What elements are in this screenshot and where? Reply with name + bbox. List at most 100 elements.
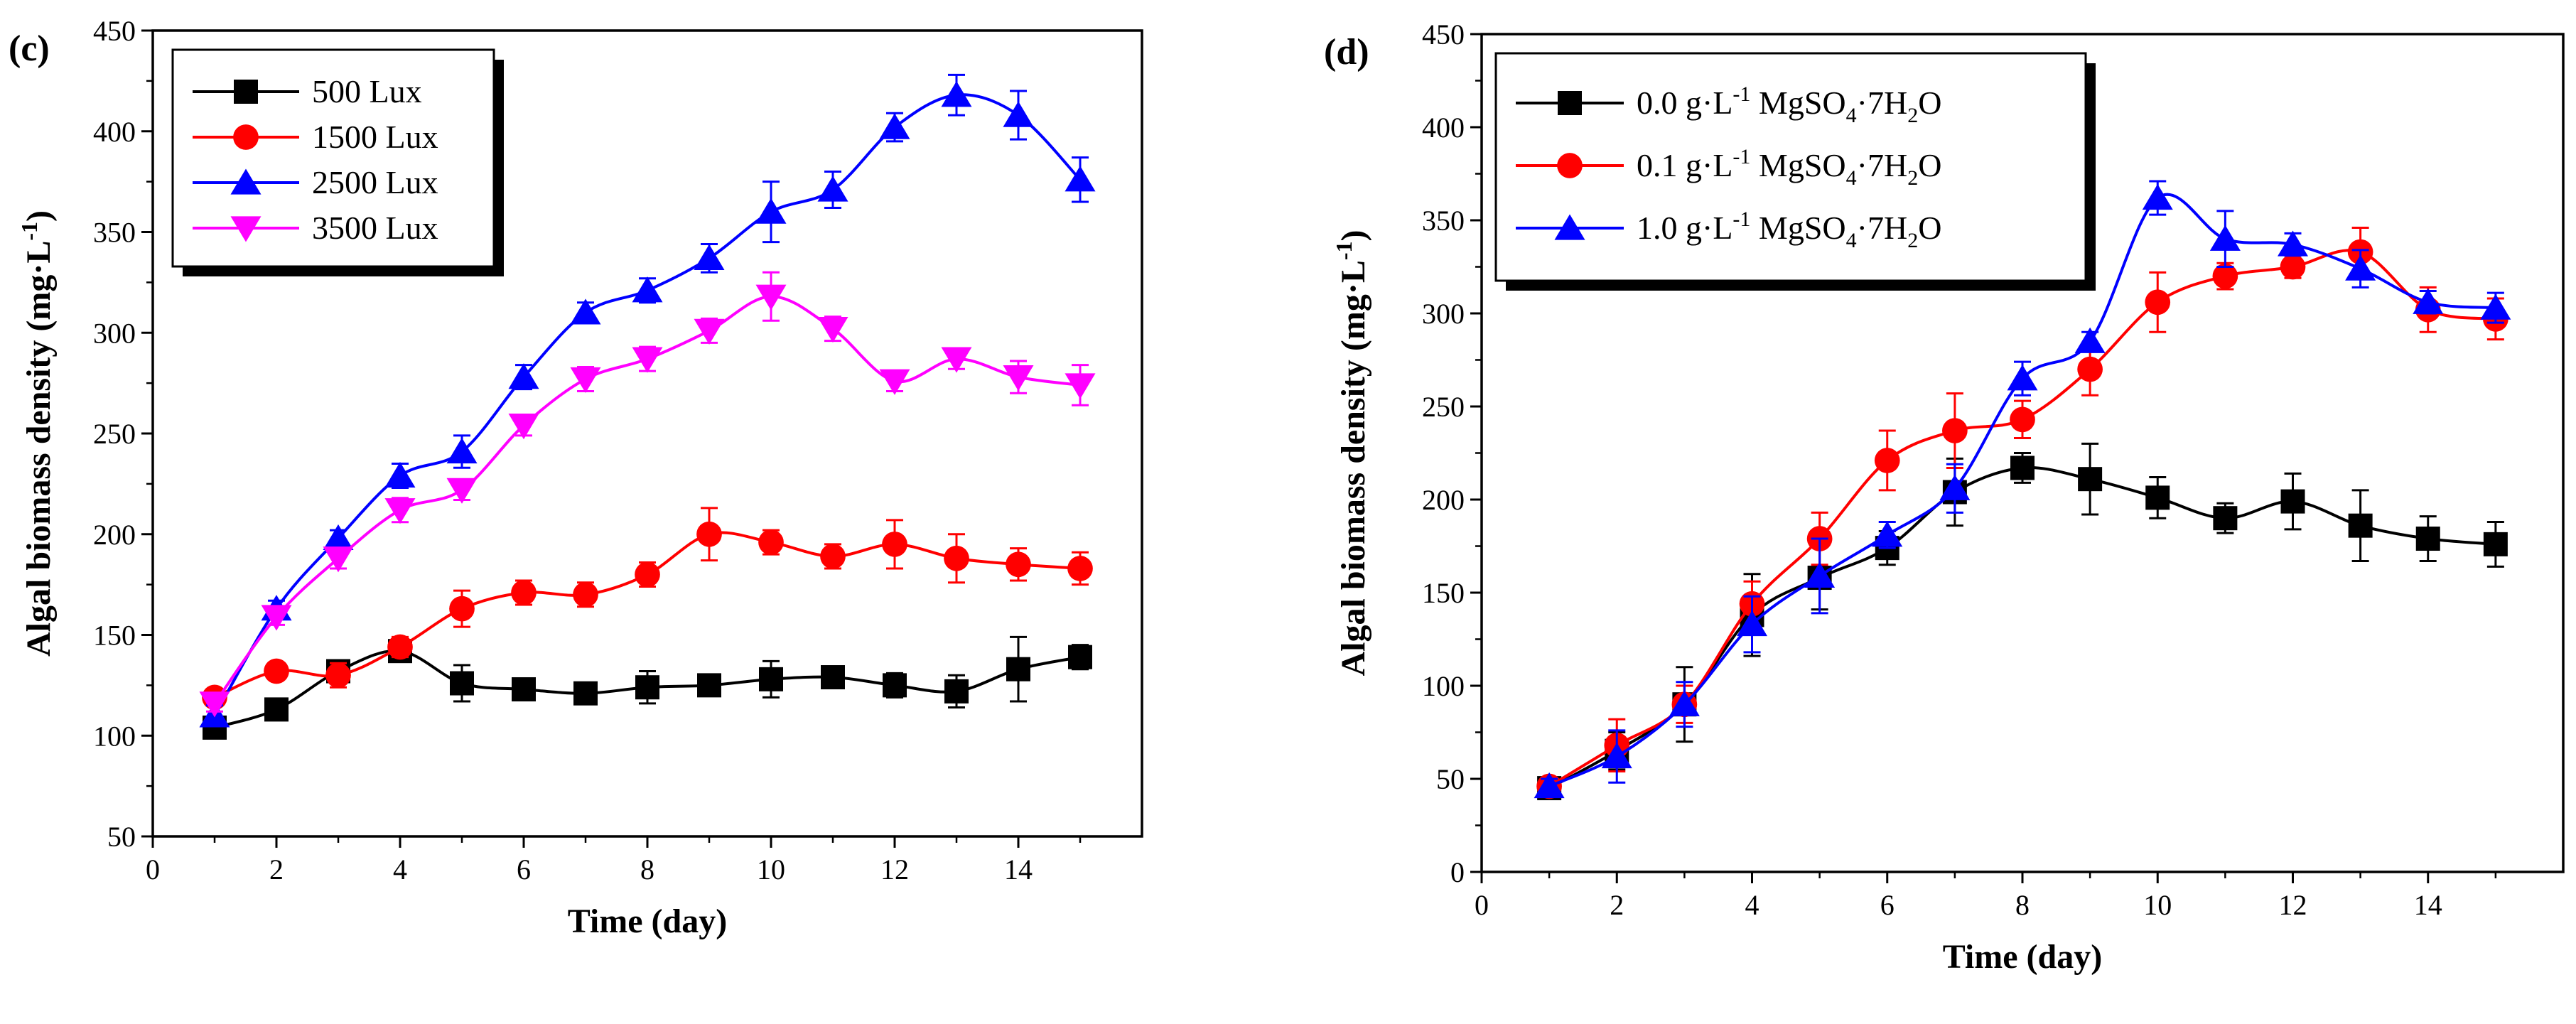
- series-line: [1548, 249, 2496, 788]
- data-point: [944, 545, 969, 571]
- legend-marker: [230, 168, 262, 195]
- data-point: [2077, 356, 2103, 382]
- data-point: [817, 176, 848, 202]
- y-tick-label: 400: [93, 116, 136, 148]
- data-point: [2145, 289, 2171, 316]
- data-point: [1601, 743, 1632, 769]
- x-tick-label: 2: [269, 853, 284, 885]
- panel-c-chart: (c) 0 2 4 6 8 10 12 14 50 100 150 200 250 300 350 400 450…: [9, 15, 1143, 940]
- x-tick-label: 4: [1745, 889, 1759, 921]
- series-3: [199, 271, 1096, 718]
- data-point: [821, 665, 845, 690]
- data-point: [2010, 406, 2035, 433]
- panel-label: (c): [9, 28, 50, 69]
- data-point: [2277, 230, 2309, 257]
- data-point: [1003, 365, 1034, 392]
- data-point: [2345, 254, 2376, 281]
- y-tick-label: 350: [1422, 205, 1465, 237]
- legend-label: 1.0 g·L-1 MgSO4·7H2O: [1637, 208, 1941, 252]
- data-point: [2280, 489, 2305, 514]
- data-point: [511, 580, 537, 605]
- data-point: [755, 284, 787, 311]
- data-point: [1067, 556, 1093, 581]
- data-point: [696, 521, 722, 547]
- data-point: [1006, 657, 1030, 681]
- data-point: [323, 524, 354, 551]
- data-point: [446, 478, 478, 504]
- x-tick-label: 0: [146, 853, 160, 885]
- data-point: [879, 113, 910, 139]
- data-point: [2348, 513, 2373, 538]
- y-tick-label: 400: [1422, 112, 1465, 144]
- data-point: [941, 81, 972, 107]
- data-point: [573, 581, 598, 608]
- data-point: [323, 546, 354, 573]
- y-tick-label: 100: [1422, 670, 1465, 702]
- y-tick-label: 250: [93, 418, 136, 450]
- legend-label: 0.1 g·L-1 MgSO4·7H2O: [1637, 145, 1941, 190]
- x-tick-label: 14: [2414, 889, 2442, 921]
- data-point: [879, 369, 910, 395]
- series-1: [202, 507, 1093, 711]
- data-point: [820, 544, 846, 569]
- data-point: [2007, 365, 2038, 391]
- data-point: [2010, 456, 2035, 480]
- legend-marker: [1554, 214, 1585, 240]
- data-point: [264, 658, 289, 684]
- y-tick-label: 50: [1436, 763, 1465, 795]
- y-tick-label: 100: [93, 720, 136, 752]
- data-point: [1065, 373, 1096, 399]
- y-tick-label: 50: [107, 821, 136, 853]
- data-point: [944, 679, 969, 704]
- y-tick-label: 0: [1450, 856, 1465, 888]
- y-tick-label: 200: [1422, 484, 1465, 516]
- data-point: [1065, 166, 1096, 192]
- legend: 500 Lux 1500 Lux 2500 Lux 3500 Lux: [171, 48, 504, 276]
- data-point: [2212, 263, 2238, 289]
- x-tick-label: 10: [757, 853, 785, 885]
- x-tick-label: 12: [2279, 889, 2307, 921]
- data-point: [2413, 288, 2444, 314]
- legend-marker: [1557, 153, 1583, 178]
- data-point: [512, 677, 536, 702]
- y-tick-label: 250: [1422, 391, 1465, 423]
- y-tick-label: 300: [1422, 298, 1465, 330]
- data-point: [632, 347, 663, 373]
- data-point: [694, 244, 725, 270]
- x-tick-label: 12: [880, 853, 909, 885]
- legend-label: 0.0 g·L-1 MgSO4·7H2O: [1637, 82, 1941, 127]
- data-point: [883, 673, 907, 698]
- legend-marker: [1558, 91, 1582, 115]
- y-tick-label: 350: [93, 217, 136, 249]
- data-point: [446, 437, 478, 464]
- data-point: [570, 298, 601, 325]
- data-point: [882, 532, 907, 557]
- panel-label: (d): [1324, 32, 1369, 72]
- x-tick-label: 8: [640, 853, 654, 885]
- x-tick-label: 14: [1004, 853, 1033, 885]
- data-point: [2074, 327, 2106, 353]
- data-point: [755, 198, 787, 224]
- data-point: [758, 529, 784, 555]
- x-tick-label: 6: [1880, 889, 1895, 921]
- data-point: [1939, 474, 1971, 500]
- data-point: [2480, 293, 2511, 320]
- data-point: [632, 276, 663, 303]
- x-tick-label: 2: [1610, 889, 1624, 921]
- legend: 0.0 g·L-1 MgSO4·7H2O 0.1 g·L-1 MgSO4·7H2O…: [1494, 52, 2096, 291]
- data-point: [570, 367, 601, 394]
- data-point: [573, 681, 598, 706]
- data-point: [384, 461, 416, 488]
- series-2: [1534, 180, 2511, 799]
- data-point: [508, 414, 539, 440]
- data-point: [1804, 561, 1836, 588]
- y-tick-label: 150: [93, 620, 136, 652]
- data-point: [1874, 448, 1900, 473]
- legend-marker: [230, 216, 262, 242]
- data-point: [941, 347, 972, 373]
- data-point: [1006, 551, 1031, 578]
- legend-label: 2500 Lux: [312, 164, 438, 200]
- data-point: [2209, 225, 2241, 251]
- panel-d-chart: (d) 0 2 4 6 8 10 12 14 0 50 100 150 200 250 300 350 400 45…: [1324, 18, 2565, 976]
